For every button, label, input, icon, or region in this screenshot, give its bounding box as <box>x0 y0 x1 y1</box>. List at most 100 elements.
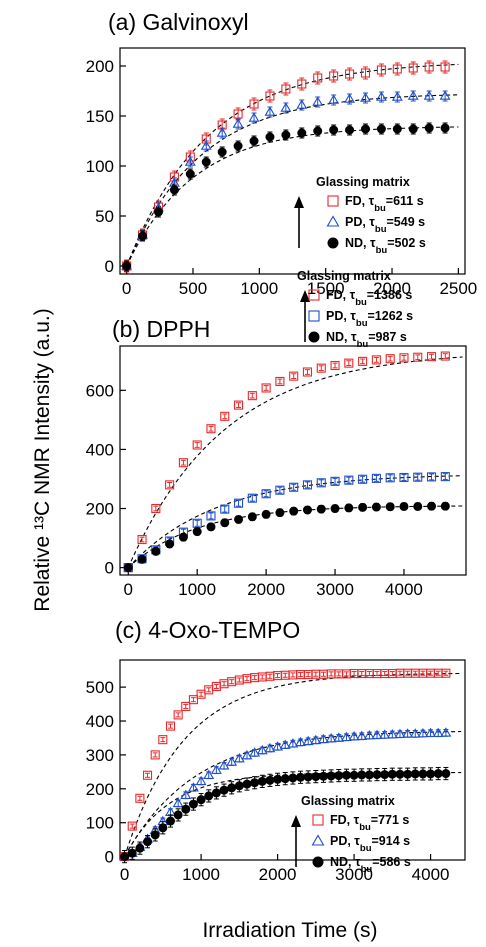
data-point-PD <box>187 782 199 792</box>
data-point-FD <box>330 360 340 371</box>
data-point-ND <box>273 774 283 784</box>
data-point-PD <box>200 140 212 150</box>
data-point-ND <box>137 554 147 564</box>
y-tick-label: 200 <box>86 57 114 76</box>
legend-marker-PD <box>326 215 340 227</box>
data-point-ND <box>392 124 402 134</box>
plot-frame <box>119 47 466 275</box>
data-point-ND <box>296 772 306 782</box>
data-point-PD <box>261 489 271 499</box>
data-point-ND <box>265 132 275 142</box>
data-point-FD <box>360 68 371 78</box>
data-point-FD <box>151 503 161 514</box>
data-point-FD <box>165 721 176 731</box>
data-point-ND <box>234 781 244 791</box>
x-tick-label: 4000 <box>412 865 450 884</box>
data-point-PD <box>218 760 230 770</box>
data-point-PD <box>330 476 340 486</box>
data-point-PD <box>413 472 423 482</box>
data-point-FD <box>376 65 386 75</box>
data-point-ND <box>151 546 161 556</box>
data-point-PD <box>172 797 184 808</box>
data-point-PD <box>360 92 371 102</box>
data-point-ND <box>344 503 354 513</box>
data-point-ND <box>185 169 195 179</box>
plot-frame <box>119 659 466 861</box>
data-point-ND <box>127 848 137 858</box>
x-tick-label: 1000 <box>240 279 278 298</box>
data-point-ND <box>303 772 313 782</box>
data-point-ND <box>227 783 237 793</box>
data-point-PD <box>318 733 329 744</box>
data-point-ND <box>192 527 202 537</box>
data-point-PD <box>409 728 421 738</box>
data-point-PD <box>399 472 409 483</box>
x-axis-label: Irradiation Time (s) <box>202 919 377 942</box>
plot-frame <box>119 345 467 576</box>
data-point-FD <box>297 79 307 89</box>
data-point-FD <box>220 411 230 421</box>
data-point-PD <box>206 511 216 521</box>
data-point-PD <box>232 118 244 128</box>
data-point-ND <box>358 502 368 512</box>
data-point-ND <box>372 770 382 780</box>
fit-curve-ND <box>126 126 459 267</box>
y-tick-label: 400 <box>86 440 114 459</box>
x-tick-label: 1500 <box>307 279 345 298</box>
data-point-ND <box>188 799 198 809</box>
data-point-FD <box>392 64 402 74</box>
data-point-ND <box>281 130 291 140</box>
data-point-FD <box>302 367 313 377</box>
data-point-ND <box>311 772 321 782</box>
x-tick-label: 500 <box>179 279 207 298</box>
data-point-ND <box>204 791 214 801</box>
data-point-PD <box>417 727 429 738</box>
panel-title: (c) 4-Oxo-TEMPO <box>115 617 300 643</box>
data-point-ND <box>318 771 328 781</box>
data-point-FD <box>173 710 183 720</box>
data-point-ND <box>364 770 374 780</box>
y-tick-label: 200 <box>86 780 114 799</box>
y-tick-label: 100 <box>86 157 114 176</box>
data-point-ND <box>399 501 409 511</box>
data-point-FD <box>441 668 451 678</box>
data-point-PD <box>295 736 306 747</box>
panel-title: (a) Galvinoxyl <box>108 9 249 35</box>
legend-marker-PD <box>308 310 320 322</box>
panel-dpph: (b) DPPH 0 1000 2000 3000 4000 0 200 400 600 Glass… <box>86 269 467 599</box>
data-point-PD <box>289 482 299 492</box>
data-point-ND <box>288 773 298 783</box>
data-point-PD <box>210 764 222 774</box>
data-point-FD <box>165 480 175 490</box>
data-point-ND <box>211 788 221 798</box>
data-point-ND <box>247 512 257 522</box>
legend-title: Glassing matrix <box>316 175 410 189</box>
data-point-ND <box>387 769 397 779</box>
y-tick-label: 200 <box>86 500 114 519</box>
data-point-FD <box>249 99 259 109</box>
data-point-ND <box>403 769 413 779</box>
y-tick-label: 600 <box>86 381 114 400</box>
x-tick-label: 2000 <box>259 865 297 884</box>
data-point-PD <box>280 102 292 112</box>
data-point-ND <box>249 136 259 146</box>
data-point-PD <box>312 96 324 106</box>
data-point-PD <box>216 127 228 137</box>
data-point-ND <box>418 769 428 779</box>
data-point-ND <box>275 508 285 518</box>
legend-entry-ND: ND, τbu=502 s <box>345 236 426 256</box>
data-point-ND <box>173 810 183 820</box>
data-point-FD <box>206 424 216 434</box>
data-point-ND <box>219 785 229 795</box>
data-point-FD <box>158 735 168 745</box>
data-point-FD <box>127 821 137 831</box>
data-point-FD <box>289 371 299 381</box>
data-point-ND <box>138 231 148 241</box>
data-point-FD <box>137 534 147 545</box>
data-point-ND <box>427 501 437 511</box>
data-point-ND <box>289 506 299 516</box>
panel-4-oxo-tempo: (c) 4-Oxo-TEMPO 0 1000 2000 3000 4000 0 100 200 3… <box>86 617 466 884</box>
data-point-ND <box>413 501 423 511</box>
data-point-PD <box>391 91 403 101</box>
data-point-FD <box>192 440 202 450</box>
